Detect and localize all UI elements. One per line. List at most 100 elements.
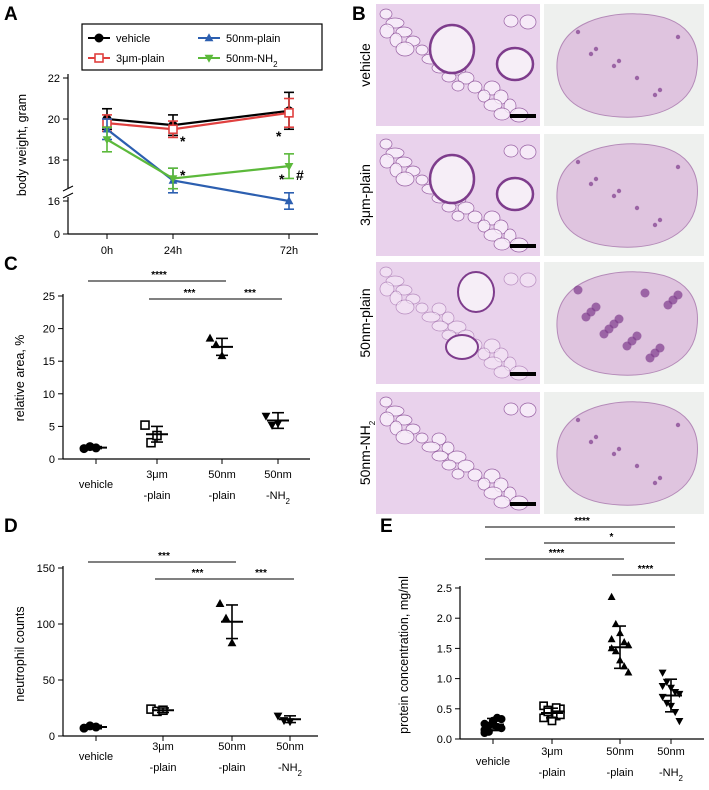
data-point xyxy=(284,162,294,171)
lobe-spot xyxy=(575,417,581,423)
row-label: vehicle xyxy=(357,43,373,87)
y-tick-label: 0.5 xyxy=(437,704,452,716)
significance-label: **** xyxy=(549,548,565,559)
lobe-spot xyxy=(588,181,594,187)
scale-bar xyxy=(510,114,536,118)
legend: vehicle 3μm-plain 50nm-plain 50nm-NH2 xyxy=(88,33,280,69)
x-tick-label: 24h xyxy=(164,245,182,257)
data-point xyxy=(168,124,178,135)
airway xyxy=(495,176,535,212)
chart-e-plot: 0.0 0.5 1.0 1.5 2.0 2.5 vehicle 3μm -plain 50nm -p… xyxy=(437,516,704,783)
alveolus xyxy=(421,441,441,453)
alveolus xyxy=(451,210,465,222)
airway xyxy=(428,153,476,205)
alveolus xyxy=(493,365,511,379)
alveolus xyxy=(379,396,393,408)
alveolus xyxy=(447,320,467,334)
lobe-spot xyxy=(645,353,655,363)
x-tick-label: -NH2 xyxy=(278,762,303,778)
x-tick-label: -plain xyxy=(209,490,236,502)
chart-c-ylabel: relative area, % xyxy=(13,335,27,422)
significance-mark: * xyxy=(279,171,285,187)
significance-mark: * xyxy=(180,133,186,149)
chart-d-plot: 0 50 100 150 vehicle 3μm -plain 50nm -plain 50nm -… xyxy=(37,551,318,778)
alveolus xyxy=(477,89,491,103)
scale-bar xyxy=(510,502,536,506)
y-tick-label: 1.0 xyxy=(437,674,452,686)
alveolus xyxy=(483,228,503,242)
panel-label-d: D xyxy=(4,516,18,537)
significance-label: *** xyxy=(184,288,196,299)
alveolus xyxy=(483,338,501,354)
y-tick-label: 0 xyxy=(49,454,55,466)
alveolus xyxy=(503,14,519,28)
significance-label: *** xyxy=(158,551,170,562)
lobe-spot xyxy=(575,29,581,35)
lobe-spot xyxy=(634,463,640,469)
y-tick-label: 5 xyxy=(49,421,55,433)
alveolus xyxy=(441,311,455,325)
micrograph-tissue xyxy=(376,262,540,384)
panel-label-e: E xyxy=(380,516,393,537)
significance-mark: # xyxy=(296,167,304,183)
alveolus xyxy=(431,450,449,462)
alveolus xyxy=(503,356,517,372)
significance-label: *** xyxy=(192,568,204,579)
micrograph-panel: vehicle 3μm-plain 50nm-plain 50nm-NH2 xyxy=(357,4,704,514)
subscript: 2 xyxy=(679,774,684,783)
data-point xyxy=(620,638,629,646)
alveolus xyxy=(519,402,537,418)
chart-e-ylabel: protein concentration, mg/ml xyxy=(397,576,411,734)
y-tick-label: 18 xyxy=(48,155,60,167)
lobe-spot xyxy=(593,176,599,182)
alveolus xyxy=(405,293,421,305)
y-tick-label: 2.0 xyxy=(437,613,452,625)
series-line xyxy=(106,138,290,180)
alveolus xyxy=(415,174,429,186)
lobe-spot xyxy=(593,434,599,440)
legend-marker xyxy=(204,33,214,42)
data-point xyxy=(267,421,277,430)
alveolus xyxy=(395,171,415,187)
chart-a: vehicle 3μm-plain 50nm-plain 50nm-NH2 16 18 2… xyxy=(15,23,323,257)
x-tick-label: 0h xyxy=(101,245,113,257)
lobe-spot xyxy=(634,75,640,81)
alveolus xyxy=(467,468,483,482)
alveolus xyxy=(503,402,519,416)
lobe-spot xyxy=(652,222,658,228)
data-point xyxy=(658,682,667,691)
significance-label: **** xyxy=(151,270,167,281)
axis-break xyxy=(62,192,74,199)
alveolus xyxy=(493,347,509,363)
lobe-spot xyxy=(622,341,632,351)
whole-lobe xyxy=(556,143,698,248)
x-tick-label: 50nm xyxy=(264,469,292,481)
airway xyxy=(428,23,476,75)
y-tick-label: 0.0 xyxy=(437,734,452,746)
alveolus xyxy=(477,219,491,233)
lobe-spot xyxy=(657,217,663,223)
alveolus xyxy=(451,80,465,92)
chart-d: 0 50 100 150 vehicle 3μm -plain 50nm -plain 50nm -… xyxy=(13,551,318,778)
alveolus xyxy=(379,8,393,20)
subscript: 2 xyxy=(286,497,291,506)
lobe-spot xyxy=(616,188,622,194)
y-tick-label: 25 xyxy=(43,291,55,303)
data-point xyxy=(675,690,684,699)
x-tick-label: -plain xyxy=(144,490,171,502)
alveolus xyxy=(451,468,465,480)
data-point xyxy=(543,707,553,717)
data-point xyxy=(607,592,616,600)
lobe-spot xyxy=(588,51,594,57)
lobe-spot xyxy=(573,285,583,295)
alveolus xyxy=(379,23,395,39)
series-line xyxy=(106,128,290,203)
lobe-spot xyxy=(640,288,650,298)
x-tick-label: vehicle xyxy=(79,479,113,491)
legend-label: 3μm-plain xyxy=(116,53,165,65)
data-point xyxy=(624,668,633,676)
whole-lobe xyxy=(556,401,698,506)
alveolus xyxy=(483,98,503,112)
data-point xyxy=(215,599,225,608)
data-point xyxy=(671,689,680,697)
